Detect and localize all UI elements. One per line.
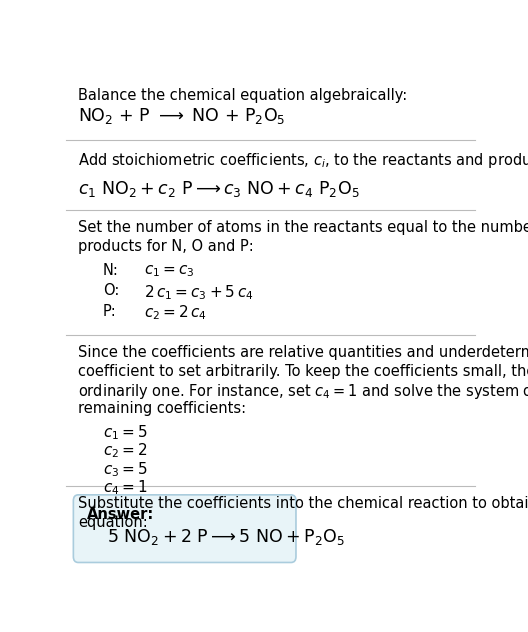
Text: coefficient to set arbitrarily. To keep the coefficients small, the arbitrary va: coefficient to set arbitrarily. To keep … [78, 364, 528, 379]
Text: $c_4 = 1$: $c_4 = 1$ [103, 479, 147, 497]
Text: Since the coefficients are relative quantities and underdetermined, choose a: Since the coefficients are relative quan… [78, 346, 528, 360]
Text: $2\,c_1 = c_3 + 5\,c_4$: $2\,c_1 = c_3 + 5\,c_4$ [144, 283, 253, 302]
Text: P:: P: [103, 304, 117, 319]
Text: $c_1\ \mathrm{NO_2} + c_2\ \mathrm{P} \longrightarrow c_3\ \mathrm{NO} + c_4\ \m: $c_1\ \mathrm{NO_2} + c_2\ \mathrm{P} \l… [78, 179, 360, 199]
Text: $c_2 = 2$: $c_2 = 2$ [103, 442, 147, 461]
Text: N:: N: [103, 263, 119, 278]
Text: remaining coefficients:: remaining coefficients: [78, 401, 247, 416]
Text: Balance the chemical equation algebraically:: Balance the chemical equation algebraica… [78, 88, 408, 103]
Text: equation:: equation: [78, 515, 148, 530]
Text: $c_2 = 2\,c_4$: $c_2 = 2\,c_4$ [144, 304, 207, 322]
Text: $\mathrm{NO_2}$ + P $\longrightarrow$ NO + $\mathrm{P_2O_5}$: $\mathrm{NO_2}$ + P $\longrightarrow$ NO… [78, 107, 286, 126]
Text: $c_1 = c_3$: $c_1 = c_3$ [144, 263, 194, 279]
Text: $c_3 = 5$: $c_3 = 5$ [103, 460, 147, 479]
FancyBboxPatch shape [73, 495, 296, 562]
Text: Answer:: Answer: [87, 506, 154, 521]
Text: Add stoichiometric coefficients, $c_i$, to the reactants and products:: Add stoichiometric coefficients, $c_i$, … [78, 151, 528, 170]
Text: Substitute the coefficients into the chemical reaction to obtain the balanced: Substitute the coefficients into the che… [78, 496, 528, 511]
Text: products for N, O and P:: products for N, O and P: [78, 239, 254, 254]
Text: $c_1 = 5$: $c_1 = 5$ [103, 423, 147, 442]
Text: ordinarily one. For instance, set $c_4 = 1$ and solve the system of equations fo: ordinarily one. For instance, set $c_4 =… [78, 382, 528, 401]
Text: O:: O: [103, 283, 119, 298]
Text: $5\ \mathrm{NO_2} + 2\ \mathrm{P} \longrightarrow 5\ \mathrm{NO} + \mathrm{P_2O_: $5\ \mathrm{NO_2} + 2\ \mathrm{P} \longr… [107, 528, 345, 547]
Text: Set the number of atoms in the reactants equal to the number of atoms in the: Set the number of atoms in the reactants… [78, 221, 528, 235]
